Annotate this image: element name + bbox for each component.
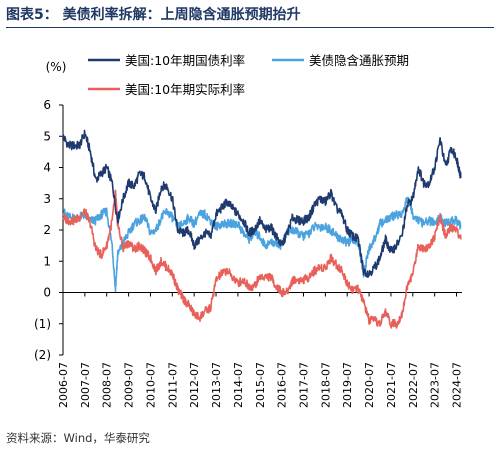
legend-label: 美债隐含通胀预期 (309, 53, 409, 68)
series-line-0 (62, 129, 462, 278)
axes: 6 5 4 3 2 1 0 (1) (2) 2006-07 2007-07 2008-07 2009-0… (34, 98, 464, 408)
x-tick-label: 2019-07 (341, 362, 354, 408)
x-tick-label: 2017-07 (297, 362, 310, 408)
figure-source: 资料来源：Wind，华泰研究 (6, 431, 150, 445)
y-tick-label: 5 (43, 129, 51, 143)
figure-title-text: 美债利率拆解：上周隐含通胀预期抬升 (62, 7, 301, 23)
legend-label: 美国:10年期国债利率 (125, 53, 245, 68)
y-tick-label: 3 (43, 192, 51, 206)
y-tick-label: 0 (43, 286, 51, 300)
y-tick-label: (2) (34, 348, 51, 362)
figure-label: 图表5： (6, 7, 58, 23)
y-tick-label: 2 (43, 223, 51, 237)
y-tick-label: 1 (43, 254, 51, 268)
x-tick-label: 2020-07 (363, 362, 376, 408)
series-line-1 (62, 196, 462, 293)
x-tick-label: 2006-07 (57, 362, 70, 408)
x-tick-label: 2012-07 (188, 362, 201, 408)
title-rule (6, 27, 494, 28)
x-tick-label: 2010-07 (144, 362, 157, 408)
x-tick-label: 2008-07 (101, 362, 114, 408)
figure-title: 图表5： 美债利率拆解：上周隐含通胀预期抬升 (6, 4, 494, 26)
series-line-2 (62, 189, 462, 329)
x-tick-label: 2007-07 (79, 362, 92, 408)
x-tick-label: 2015-07 (254, 362, 267, 408)
y-tick-label: (1) (34, 317, 51, 331)
x-tick-label: 2021-07 (385, 362, 398, 408)
x-tick-label: 2011-07 (166, 362, 179, 408)
y-axis-unit-label: (%) (46, 60, 67, 74)
x-tick-label: 2023-07 (429, 362, 442, 408)
x-tick-label: 2018-07 (319, 362, 332, 408)
x-tick-label: 2014-07 (232, 362, 245, 408)
series-layer (62, 129, 462, 329)
x-tick-label: 2022-07 (407, 362, 420, 408)
x-tick-label: 2024-07 (451, 362, 464, 408)
x-tick-label: 2016-07 (276, 362, 289, 408)
legend-label: 美国:10年期实际利率 (125, 82, 245, 97)
y-tick-label: 4 (43, 161, 51, 175)
x-tick-label: 2013-07 (210, 362, 223, 408)
x-tick-label: 2009-07 (123, 362, 136, 408)
y-tick-label: 6 (43, 98, 51, 112)
